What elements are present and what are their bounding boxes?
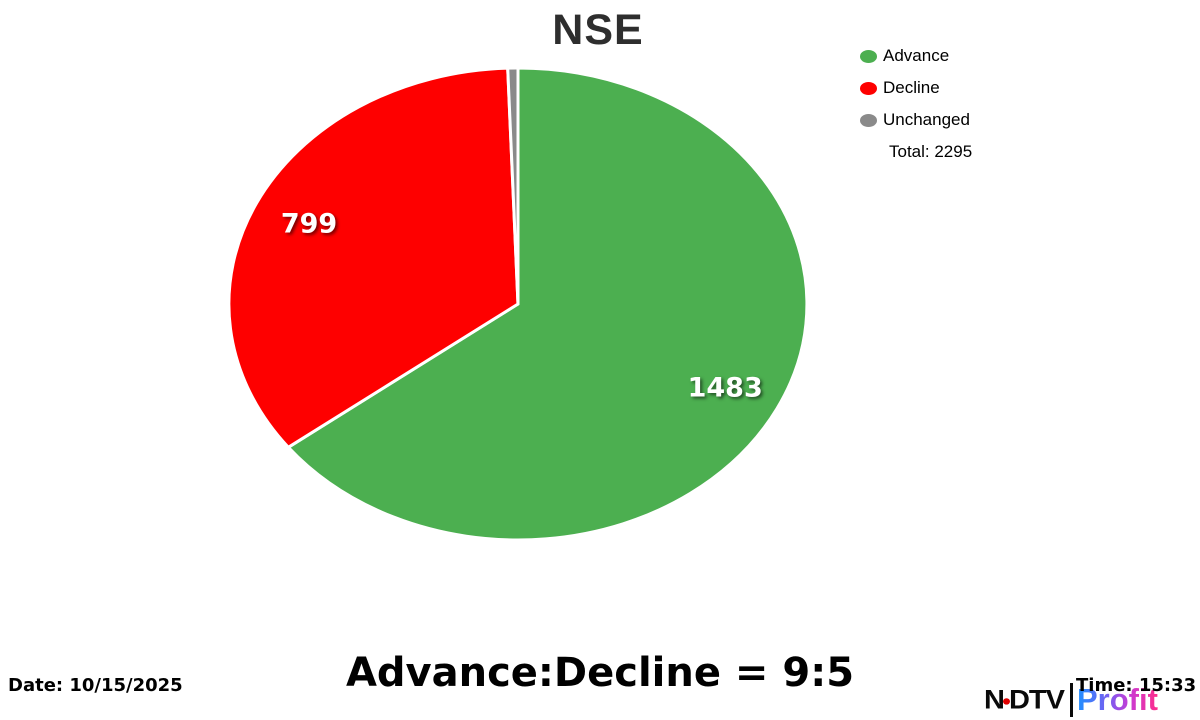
legend-item-advance: Advance: [860, 40, 972, 72]
legend-label: Advance: [883, 46, 950, 65]
ndtv-wordmark: N DTV: [984, 684, 1065, 715]
pie-slice-decline: [227, 66, 520, 449]
legend-total: Total: 2295: [889, 142, 973, 161]
pie-value-label-advance: 1483: [688, 373, 763, 404]
ndtv-n: N: [984, 684, 1005, 715]
legend-item-decline: Decline: [860, 72, 972, 104]
ratio-caption: Advance:Decline = 9:5: [345, 650, 855, 696]
ndtv-profit-logo: N DTV Profit: [984, 682, 1158, 718]
pie-slice-unchanged: [506, 66, 520, 306]
ndtv-dtv: DTV: [1008, 684, 1065, 715]
time-label: Time: 15:33: [1076, 675, 1197, 696]
pie-value-label-decline: 799: [281, 208, 337, 239]
date-label: Date: 10/15/2025: [8, 675, 183, 696]
ndtv-red-dot-icon: [1002, 697, 1010, 705]
legend-label: Decline: [883, 78, 940, 97]
pie-slice-advance: [286, 66, 809, 542]
legend-item-unchanged: Unchanged: [860, 104, 972, 136]
profit-wordmark: Profit: [1076, 682, 1158, 717]
chart-title: NSE: [552, 6, 644, 54]
legend-label: Unchanged: [883, 110, 970, 129]
decline-swatch-icon: [860, 81, 877, 95]
logo-divider: [1069, 683, 1073, 717]
advance-swatch-icon: [860, 49, 877, 63]
legend: Advance Decline Unchanged Total: 2295: [860, 40, 972, 168]
unchanged-swatch-icon: [860, 113, 877, 127]
